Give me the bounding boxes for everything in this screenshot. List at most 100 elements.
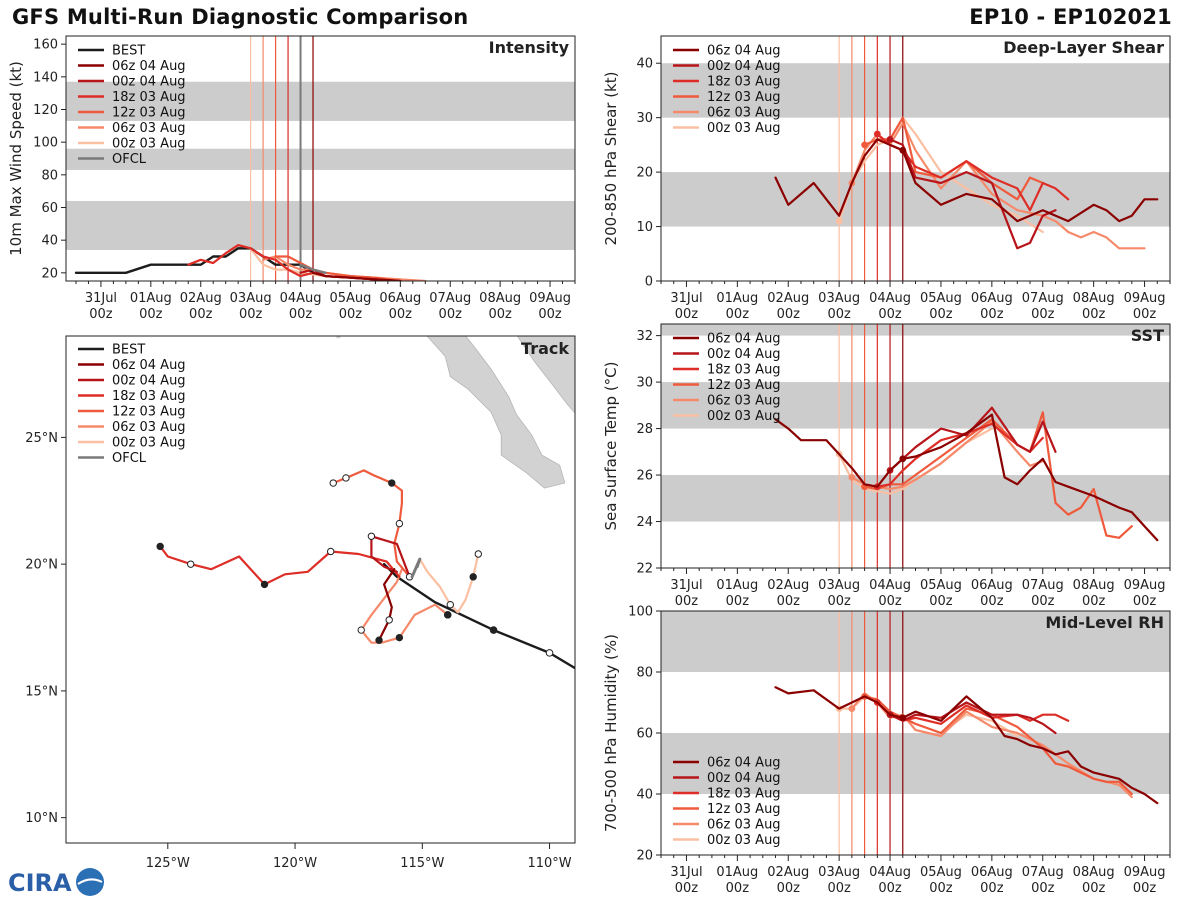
legend-label: 06z 04 Aug	[112, 358, 186, 373]
storm-id: EP10 - EP102021	[969, 5, 1172, 29]
track-end-dot	[474, 550, 482, 558]
track-end-dot	[156, 542, 164, 551]
y-tick-label: 20	[636, 849, 653, 864]
y-tick-label: 40	[41, 234, 58, 249]
legend-label: 00z 03 Aug	[707, 833, 781, 848]
y-tick-label: 30	[636, 111, 653, 126]
cira-swoosh-icon	[77, 878, 103, 885]
legend-label: 06z 04 Aug	[707, 756, 781, 771]
x-tick-hour-label: 00z	[777, 307, 801, 322]
x-tick-day-label: 09Aug	[1124, 291, 1166, 306]
x-tick-hour-label: 00z	[929, 881, 953, 896]
legend-label: 18z 03 Aug	[112, 90, 186, 105]
x-tick-hour-label: 00z	[675, 307, 699, 322]
track-position-dot	[395, 519, 404, 528]
x-tick-day-label: 05Aug	[920, 291, 962, 306]
sst-series-group	[774, 406, 1159, 542]
run-line	[888, 406, 1057, 472]
x-tick-day-label: 05Aug	[329, 291, 371, 306]
rh-panel: 2040608010031Jul00z01Aug00z02Aug00z03Aug…	[602, 605, 1171, 896]
x-tick-day-label: 02Aug	[767, 291, 809, 306]
x-tick-hour-label: 00z	[389, 307, 413, 322]
legend-label: 00z 04 Aug	[707, 59, 781, 74]
y-tick-label: 120	[33, 103, 58, 118]
x-tick-day-label: 02Aug	[767, 578, 809, 593]
x-tick-hour-label: 00z	[1082, 881, 1106, 896]
shaded-band	[66, 148, 575, 170]
x-tick-hour-label: 00z	[89, 307, 113, 322]
shaded-band	[661, 382, 1170, 429]
x-tick-day-label: 06Aug	[971, 578, 1013, 593]
y-tick-label: 20	[636, 166, 653, 181]
lon-tick-label: 125°W	[146, 856, 190, 871]
y-tick-label: 100	[33, 136, 58, 151]
y-tick-label: 0	[645, 275, 653, 290]
legend-label: BEST	[112, 343, 145, 358]
x-tick-day-label: 04Aug	[869, 291, 911, 306]
x-tick-day-label: 31Jul	[670, 865, 702, 880]
init-dot	[861, 141, 868, 149]
track-position-dot	[326, 547, 335, 556]
x-tick-hour-label: 00z	[929, 594, 953, 609]
x-tick-hour-label: 00z	[726, 307, 750, 322]
x-tick-day-label: 03Aug	[230, 291, 272, 306]
x-tick-hour-label: 00z	[675, 881, 699, 896]
y-tick-label: 30	[636, 376, 653, 391]
x-tick-day-label: 09Aug	[1124, 865, 1166, 880]
x-tick-hour-label: 00z	[980, 307, 1004, 322]
y-tick-label: 40	[636, 57, 653, 72]
y-axis-label: 10m Max Wind Speed (kt)	[7, 61, 25, 256]
shear-panel: 01020304031Jul00z01Aug00z02Aug00z03Aug00…	[602, 35, 1171, 322]
y-tick-label: 40	[636, 788, 653, 803]
legend-label: 18z 03 Aug	[707, 363, 781, 378]
legend-label: 06z 04 Aug	[707, 332, 781, 347]
init-dot	[873, 130, 881, 138]
y-tick-label: 140	[33, 70, 58, 85]
x-tick-hour-label: 00z	[1031, 881, 1055, 896]
x-tick-hour-label: 00z	[827, 594, 851, 609]
y-axis-label: 700-500 hPa Humidity (%)	[602, 634, 620, 832]
track-position-dot	[385, 616, 393, 624]
x-tick-hour-label: 00z	[1133, 594, 1157, 609]
panel-title: SST	[1131, 326, 1164, 345]
shaded-band	[661, 324, 1170, 336]
x-tick-day-label: 09Aug	[1124, 578, 1166, 593]
x-tick-day-label: 31Jul	[670, 578, 702, 593]
x-tick-hour-label: 00z	[289, 307, 313, 322]
panel-title: Intensity	[489, 38, 570, 57]
legend-label: 12z 03 Aug	[112, 405, 186, 420]
y-tick-label: 100	[628, 605, 653, 620]
track-position-dot	[187, 560, 195, 568]
run-line	[774, 686, 1159, 805]
lat-tick-label: 25°N	[25, 431, 58, 446]
x-tick-day-label: 07Aug	[1022, 291, 1064, 306]
track-position-dot	[446, 601, 454, 609]
plot-frame	[65, 335, 576, 844]
x-tick-day-label: 01Aug	[716, 865, 758, 880]
legend-label: 18z 03 Aug	[707, 75, 781, 90]
intensity-panel: 2040608010012014016031Jul00z01Aug00z02Au…	[7, 35, 576, 322]
best-track-dot	[545, 649, 554, 657]
legend-label: 00z 04 Aug	[707, 347, 781, 362]
run-line	[837, 116, 1044, 234]
y-tick-label: 32	[636, 329, 653, 344]
panel-title: Track	[521, 339, 569, 358]
y-tick-label: 24	[636, 515, 653, 530]
x-tick-hour-label: 00z	[878, 307, 902, 322]
legend-label: 06z 03 Aug	[112, 420, 186, 435]
legend-label: 00z 03 Aug	[112, 137, 186, 152]
track-position-dot	[342, 474, 350, 482]
x-tick-hour-label: 00z	[1133, 307, 1157, 322]
legend-label: 12z 03 Aug	[112, 106, 186, 121]
run-line	[311, 271, 402, 281]
x-tick-day-label: 07Aug	[429, 291, 471, 306]
x-tick-hour-label: 00z	[1031, 307, 1055, 322]
x-tick-day-label: 31Jul	[85, 291, 117, 306]
panel-title: Deep-Layer Shear	[1003, 38, 1164, 57]
best-track-line	[74, 247, 315, 274]
legend-label: 06z 04 Aug	[707, 44, 781, 59]
sst-panel: 22242628303231Jul00z01Aug00z02Aug00z03Au…	[602, 323, 1171, 609]
legend-label: 12z 03 Aug	[707, 90, 781, 105]
x-tick-day-label: 02Aug	[180, 291, 222, 306]
y-tick-label: 28	[636, 422, 653, 437]
